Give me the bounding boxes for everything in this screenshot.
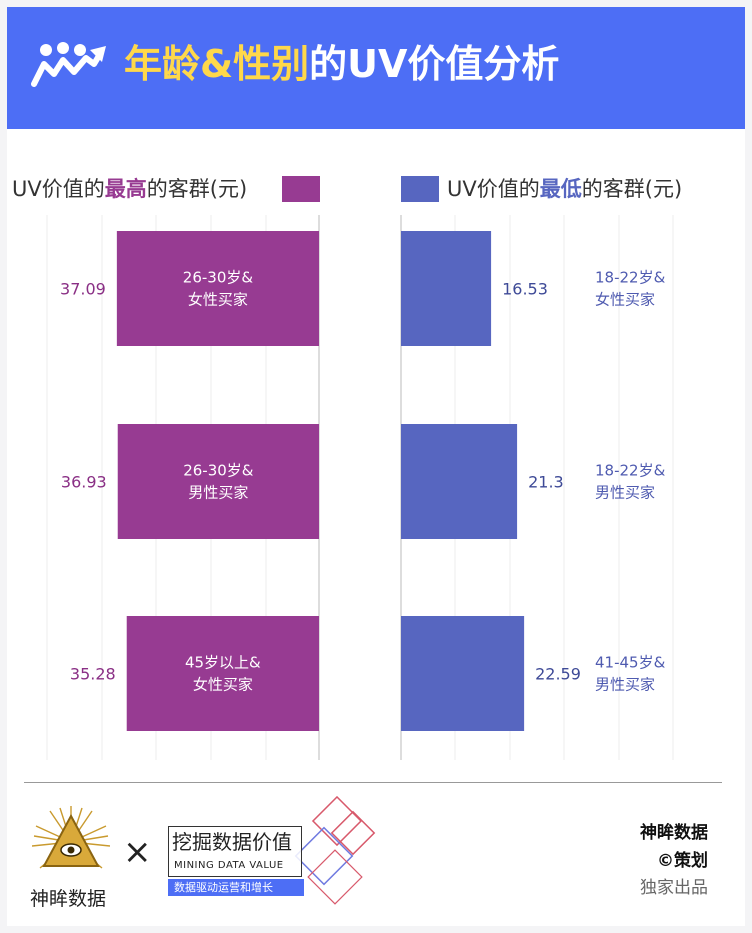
title-highlight: 年龄&性别 (124, 42, 310, 86)
bar-highest-category-0: 26-30岁&女性买家 (183, 269, 254, 309)
bar-lowest-value-1: 21.3 (528, 473, 564, 492)
bar-highest-value-2: 35.28 (70, 665, 116, 684)
legend-lowest-emphasis: 最低 (539, 177, 582, 201)
bar-highest-category-2: 45岁以上&女性买家 (185, 654, 261, 694)
bar-highest-2 (126, 616, 319, 731)
bar-lowest-1 (401, 424, 518, 539)
diamond-decoration-icon (294, 796, 376, 905)
eye-triangle-logo-icon (32, 806, 110, 869)
credit-line-1: 神眸数据 (640, 823, 708, 843)
bar-lowest-0 (401, 231, 492, 346)
legend-lowest: UV价值的最低的客群(元) (447, 173, 682, 205)
logo2-title: 挖掘数据价值 (172, 830, 292, 854)
logo2-tag: 数据驱动运营和增长 (174, 881, 273, 894)
bar-lowest-value-0: 16.53 (502, 280, 548, 299)
header-banner (7, 7, 745, 129)
bar-highest-0 (116, 231, 319, 346)
logo1-text: 神眸数据 (30, 888, 107, 910)
logo2-subtitle: MINING DATA VALUE (174, 860, 284, 871)
credit-line-3: 独家出品 (640, 878, 708, 898)
legend-lowest-suffix: 的客群(元) (581, 177, 683, 201)
bar-lowest-value-2: 22.59 (535, 665, 581, 684)
collaboration-times-symbol: × (123, 832, 152, 872)
bar-highest-value-1: 36.93 (61, 473, 107, 492)
footer-divider (24, 782, 722, 783)
legend-highest-prefix: UV价值的 (12, 177, 105, 201)
legend-swatch-lowest (401, 176, 439, 202)
bar-lowest-category-0: 18-22岁&女性买家 (595, 269, 666, 309)
bar-highest-category-1: 26-30岁&男性买家 (183, 462, 254, 502)
people-growth-icon (31, 42, 106, 87)
legend-highest-emphasis: 最高 (104, 177, 147, 201)
logo2-box (168, 826, 302, 877)
legend-highest-suffix: 的客群(元) (146, 177, 248, 201)
bar-highest-value-0: 37.09 (60, 280, 106, 299)
legend-highest: UV价值的最高的客群(元) (12, 173, 247, 205)
title-rest: 的UV价值分析 (309, 42, 560, 86)
bar-lowest-category-2: 41-45岁&男性买家 (595, 654, 666, 694)
bar-highest-1 (117, 424, 319, 539)
credit-line-2: ©策划 (657, 851, 708, 871)
bar-lowest-2 (401, 616, 525, 731)
logo2-tag-bg (168, 879, 304, 896)
legend-swatch-highest (282, 176, 320, 202)
legend-lowest-prefix: UV价值的 (447, 177, 540, 201)
bar-lowest-category-1: 18-22岁&男性买家 (595, 462, 666, 502)
page-title: 年龄&性别的UV价值分析 (124, 38, 559, 90)
